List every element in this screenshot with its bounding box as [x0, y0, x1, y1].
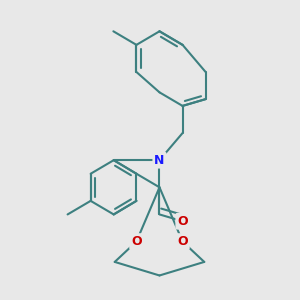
Text: O: O: [131, 235, 142, 248]
Text: O: O: [177, 215, 188, 228]
Text: O: O: [177, 235, 188, 248]
Text: N: N: [154, 154, 165, 167]
